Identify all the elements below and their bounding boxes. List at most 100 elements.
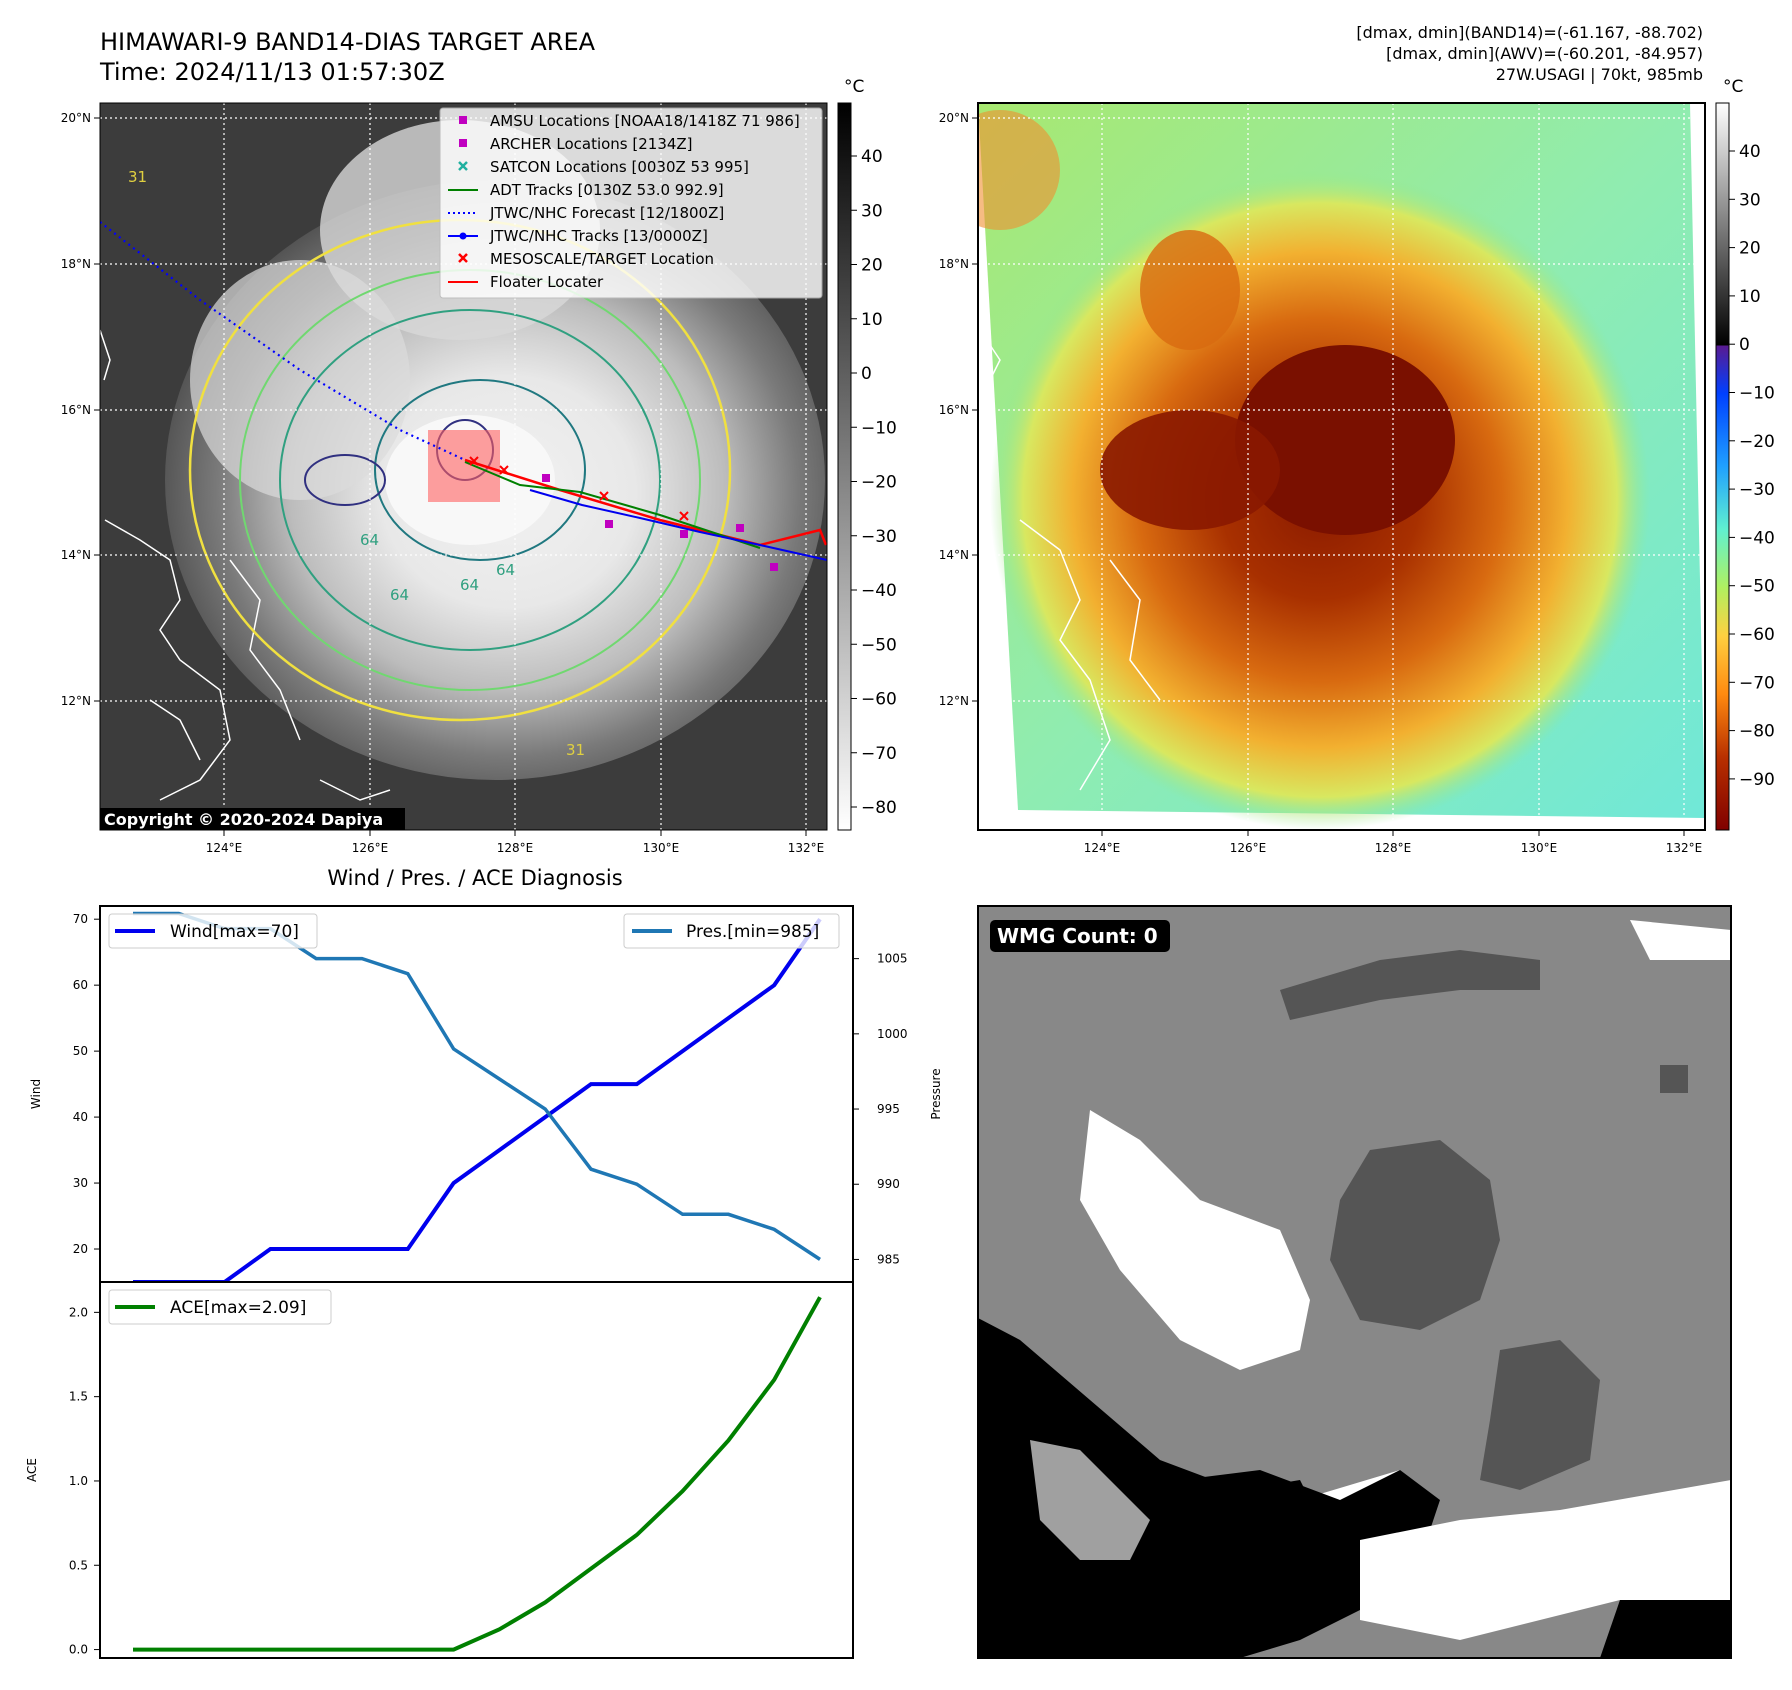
contour-label: 64 <box>496 561 515 579</box>
awv-colorbar-tick: 40 <box>1739 142 1761 162</box>
wind-tick-label: 20 <box>73 1242 88 1256</box>
contour-label: 31 <box>566 741 585 759</box>
legend-label: ADT Tracks [0130Z 53.0 992.9] <box>490 181 724 199</box>
awv-colorbar-tick: −50 <box>1739 577 1775 597</box>
awv-colorbar-tick: −70 <box>1739 673 1775 693</box>
legend-marker <box>459 139 467 147</box>
jtwc-track <box>529 489 827 561</box>
ir-colorbar-tick: 0 <box>861 364 872 384</box>
contour-label: 64 <box>460 576 479 594</box>
wind-line <box>133 918 822 1284</box>
mesoscale-markers <box>469 456 689 521</box>
coastline <box>979 329 1161 791</box>
lat-tick-label: 20°N <box>61 111 91 125</box>
pressure-tick-label: 985 <box>877 1252 900 1266</box>
forecast-track <box>100 221 466 461</box>
legend-marker <box>459 116 467 124</box>
wmg-panel: WMG Count: 0 <box>977 905 1732 1659</box>
lat-tick-label: 14°N <box>939 548 969 562</box>
wind-tick-label: 30 <box>73 1176 88 1190</box>
legend-label: AMSU Locations [NOAA18/1418Z 71 986] <box>490 112 800 130</box>
wind-pres-plot-frame <box>99 905 854 1283</box>
ir-colorbar-tick: −60 <box>861 690 897 710</box>
band14-range: [dmax, dmin](BAND14)=(-61.167, -88.702) <box>1356 23 1703 42</box>
ir-colorbar-tick: −30 <box>861 527 897 547</box>
wind-tick-label: 70 <box>73 912 88 926</box>
ir-colorbar-unit: °C <box>844 77 864 97</box>
wind-axis-label: Wind <box>29 1079 43 1109</box>
legend-item: MESOSCALE/TARGET Location <box>458 250 714 268</box>
contour-deepteal <box>374 379 586 561</box>
awv-image-panel: °C 40 30 20 10 0 −10 −20 −30 −40 −50 −60 −70 −80 −90 <box>977 77 1775 831</box>
wmg-badge <box>990 920 1170 952</box>
awv-colorbar-unit: °C <box>1723 77 1743 97</box>
awv-colorbar-cold <box>1715 344 1730 831</box>
legend-item: ADT Tracks [0130Z 53.0 992.9] <box>448 181 724 199</box>
ir-colorbar-tick: −80 <box>861 798 897 818</box>
awv-colorbar-warm <box>1715 102 1730 346</box>
lon-tick-label: 124°E <box>1084 841 1121 855</box>
ir-legend: AMSU Locations [NOAA18/1418Z 71 986] ARCH… <box>439 107 823 299</box>
diagnosis-title: Wind / Pres. / ACE Diagnosis <box>327 866 622 890</box>
awv-colorbar-tick: −90 <box>1739 770 1775 790</box>
lat-tick-label: 12°N <box>939 694 969 708</box>
ir-colorbar-tick: −20 <box>861 473 897 493</box>
pressure-legend-label: Pres.[min=985] <box>686 922 819 942</box>
wind-legend: Wind[max=70] <box>108 913 318 949</box>
lon-tick-label: 126°E <box>1230 841 1267 855</box>
contour-teal <box>279 309 661 651</box>
ir-colorbar-tick: −40 <box>861 581 897 601</box>
legend-item: ARCHER Locations [2134Z] <box>459 135 693 153</box>
wind-tick-label: 50 <box>73 1044 88 1058</box>
ace-tick-label: 2.0 <box>69 1305 88 1319</box>
legend-item: JTWC/NHC Tracks [13/0000Z] <box>448 227 708 245</box>
lon-tick-label: 124°E <box>206 841 243 855</box>
ace-tick-label: 1.5 <box>69 1390 88 1404</box>
awv-colorbar-tick: −20 <box>1739 432 1775 452</box>
pressure-legend: Pres.[min=985] <box>623 913 840 949</box>
wind-legend-label: Wind[max=70] <box>170 922 299 942</box>
awv-colorbar-tick: 20 <box>1739 239 1761 259</box>
legend-item: Floater Locater <box>448 273 604 291</box>
lon-tick-label: 128°E <box>1375 841 1412 855</box>
legend-item: SATCON Locations [0030Z 53 995] <box>458 158 749 176</box>
awv-colorbar-tick: −60 <box>1739 625 1775 645</box>
figure-time: Time: 2024/11/13 01:57:30Z <box>99 58 445 86</box>
ir-colorbar-tick: 40 <box>861 147 883 167</box>
wmg-frame <box>977 905 1732 1659</box>
awv-colorbar-tick: −80 <box>1739 722 1775 742</box>
lon-tick-label: 132°E <box>788 841 825 855</box>
ir-colorbar-tick: 10 <box>861 310 883 330</box>
copyright-text: Copyright © 2020-2024 Dapiya <box>104 810 383 829</box>
wind-tick-label: 60 <box>73 978 88 992</box>
lat-tick-label: 14°N <box>61 548 91 562</box>
storm-info: 27W.USAGI | 70kt, 985mb <box>1496 65 1703 84</box>
pressure-tick-label: 995 <box>877 1102 900 1116</box>
legend-label: SATCON Locations [0030Z 53 995] <box>490 158 749 176</box>
legend-label: Floater Locater <box>490 273 604 291</box>
awv-gridlines <box>978 103 1705 830</box>
lon-tick-label: 132°E <box>1666 841 1703 855</box>
legend-label: JTWC/NHC Forecast [12/1800Z] <box>489 204 724 222</box>
ir-colorbar-tick: 20 <box>861 256 883 276</box>
legend-label: MESOSCALE/TARGET Location <box>490 250 714 268</box>
ace-tick-label: 0.0 <box>69 1643 88 1657</box>
wmg-badge-text: WMG Count: 0 <box>997 924 1158 948</box>
ace-tick-label: 0.5 <box>69 1558 88 1572</box>
awv-colorbar-tick: −40 <box>1739 528 1775 548</box>
adt-track <box>464 461 761 549</box>
ir-colorbar-tick: −50 <box>861 635 897 655</box>
ir-colorbar-tick: 30 <box>861 201 883 221</box>
pressure-tick-label: 990 <box>877 1177 900 1191</box>
coastline <box>100 329 391 801</box>
figure-title: HIMAWARI-9 BAND14-DIAS TARGET AREA <box>100 28 596 56</box>
legend-marker <box>458 253 468 263</box>
ace-axis-label: ACE <box>25 1458 39 1482</box>
ace-line <box>133 1296 822 1652</box>
awv-colorbar-tick: 10 <box>1739 287 1761 307</box>
ir-colorbar-tick: −10 <box>861 418 897 438</box>
wind-tick-label: 40 <box>73 1110 88 1124</box>
awv-colorbar-tick: −10 <box>1739 384 1775 404</box>
target-area-box <box>428 430 500 502</box>
